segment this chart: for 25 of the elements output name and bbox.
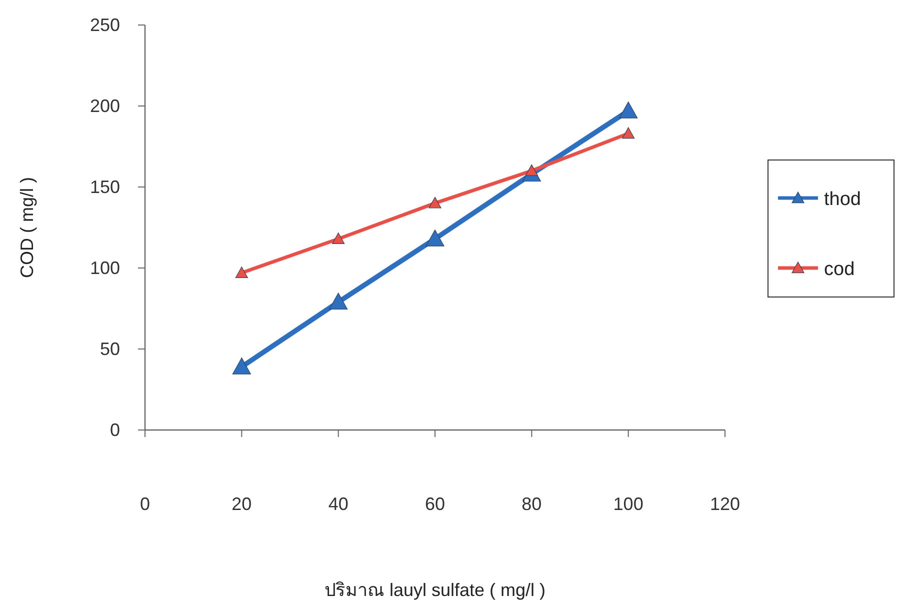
legend-label: thod	[824, 189, 861, 210]
y-tick-label: 150	[90, 177, 120, 197]
point	[329, 292, 348, 310]
point	[332, 232, 345, 244]
point	[232, 358, 251, 374]
x-tick-label: 100	[613, 494, 644, 514]
x-tick-label: 60	[424, 494, 446, 514]
x-tick-label: 80	[522, 494, 542, 514]
legend-label: cod	[824, 259, 855, 280]
x-tick-label: 20	[232, 494, 252, 514]
y-tick-label: 250	[90, 15, 120, 35]
x-tick-label: 120	[710, 494, 740, 514]
x-tick-label: 40	[328, 494, 348, 514]
y-tick-label: 50	[100, 339, 120, 359]
x-tick-label: 0	[140, 494, 150, 514]
point	[619, 102, 638, 118]
y-tick-label: 100	[90, 258, 120, 278]
y-axis-title: COD ( mg/l )	[17, 177, 37, 278]
x-axis-title: ปริมาณ lauyl sulfate ( mg/l )	[324, 580, 546, 600]
point	[428, 196, 442, 208]
y-tick-label: 200	[90, 96, 120, 116]
point	[622, 127, 635, 139]
point	[426, 230, 444, 246]
point	[235, 266, 248, 278]
y-tick-label: 0	[110, 420, 120, 440]
